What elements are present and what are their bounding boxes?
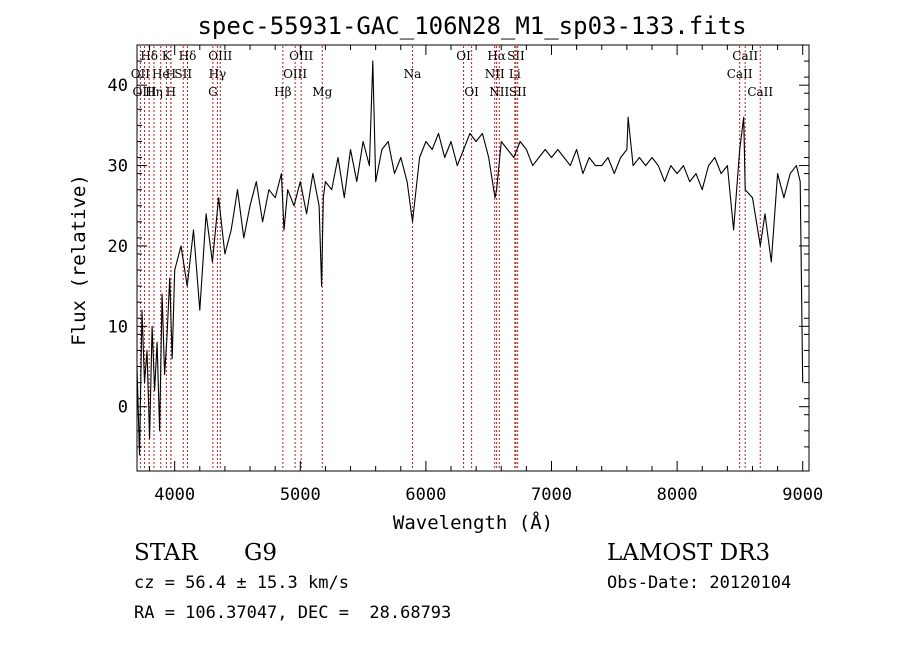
y-tick-label-0: 0 <box>118 398 128 418</box>
marker-label-19: OIII <box>133 85 157 99</box>
y-tick-label-2: 20 <box>108 237 128 257</box>
chart-title: spec-55931-GAC_106N28_M1_sp03-133.fits <box>197 12 746 40</box>
marker-label-24: Mg <box>312 85 332 99</box>
y-tick-label-3: 30 <box>108 157 128 177</box>
marker-label-17: Li <box>509 67 521 81</box>
marker-label-13: Hγ <box>209 67 227 81</box>
marker-label-8: CaII <box>732 49 758 63</box>
marker-label-25: OI <box>464 85 479 99</box>
plot-frame <box>136 44 810 472</box>
marker-label-15: Na <box>404 67 422 81</box>
marker-label-26: NII <box>489 85 509 99</box>
marker-label-23: Hβ <box>274 85 291 99</box>
spectrum-line-0 <box>136 60 804 456</box>
marker-label-3: OIII <box>208 49 232 63</box>
x-tick-label-1: 5000 <box>280 485 321 505</box>
marker-label-12: SII <box>174 67 192 81</box>
survey-name: LAMOST DR3 <box>607 540 771 566</box>
marker-label-21: H <box>166 85 176 99</box>
y-tick-label-1: 10 <box>108 317 128 337</box>
object-subclass: G9 <box>244 540 278 566</box>
x-axis: 4000 5000 6000 7000 8000 9000 <box>149 45 823 505</box>
observation-date: Obs-Date: 20120104 <box>607 573 792 593</box>
marker-label-6: Hα <box>487 49 506 63</box>
marker-label-14: OIII <box>283 67 307 81</box>
x-axis-label: Wavelength (Å) <box>393 511 553 534</box>
marker-label-28: CaII <box>747 85 773 99</box>
y-tick-label-4: 40 <box>108 76 128 96</box>
marker-label-16: NII <box>485 67 505 81</box>
x-tick-label-0: 4000 <box>154 485 195 505</box>
marker-label-0: Hδ <box>140 49 158 63</box>
marker-label-5: OI <box>456 49 471 63</box>
marker-label-27: SII <box>509 85 527 99</box>
marker-label-9: OII <box>131 67 151 81</box>
redshift-velocity: cz = 56.4 ± 15.3 km/s <box>134 573 349 593</box>
x-tick-label-5: 9000 <box>782 485 823 505</box>
x-tick-label-4: 8000 <box>657 485 698 505</box>
y-axis-label: Flux (relative) <box>68 174 90 346</box>
marker-label-1: K <box>162 49 172 63</box>
marker-label-2: Hδ <box>179 49 197 63</box>
object-class: STAR <box>134 540 198 566</box>
marker-label-10: He <box>152 67 170 81</box>
coordinates: RA = 106.37047, DEC = 28.68793 <box>134 603 452 623</box>
marker-label-7: SII <box>507 49 525 63</box>
marker-label-20: Hη <box>145 85 163 99</box>
marker-label-4: OIII <box>289 49 313 63</box>
y-axis: 0 10 20 30 40 <box>108 44 809 448</box>
x-tick-label-3: 7000 <box>531 485 572 505</box>
x-tick-label-2: 6000 <box>405 485 446 505</box>
marker-label-22: G <box>208 85 218 99</box>
marker-label-18: CaII <box>727 67 753 81</box>
spectrum-series <box>136 60 804 456</box>
